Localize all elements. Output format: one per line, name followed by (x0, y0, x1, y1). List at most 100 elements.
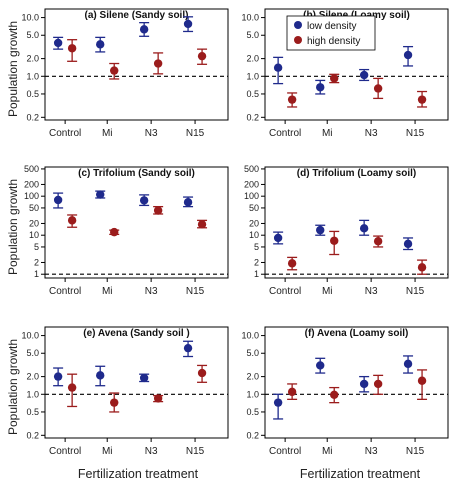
y-tick-label: 2 (34, 257, 39, 267)
x-tick-label: N15 (186, 128, 205, 139)
legend-label-high-density: high density (307, 36, 360, 47)
y-tick-label: 0.5 (26, 89, 39, 99)
data-point (273, 63, 283, 72)
data-point (373, 237, 383, 246)
data-point (330, 236, 339, 245)
y-tick-label: 0.2 (26, 112, 39, 122)
y-tick-label: 2.0 (26, 372, 39, 382)
data-point (330, 74, 339, 83)
data-point (403, 50, 413, 60)
data-point (273, 233, 283, 243)
data-point (183, 343, 193, 353)
x-tick-label: Mi (322, 128, 333, 139)
y-axis-label-top: Population growth (6, 21, 20, 117)
data-point (316, 225, 325, 235)
x-tick-label: N3 (145, 128, 158, 139)
data-point (316, 361, 325, 370)
y-tick-label: 1.0 (26, 389, 39, 399)
y-tick-label: 50 (29, 203, 39, 213)
y-tick-label: 10 (249, 230, 259, 240)
y-tick-label: 500 (24, 164, 39, 174)
x-tick-label: Control (49, 286, 81, 297)
panel-b: (b) Silene (Loamy soil) 0.2 0.5 1.0 2.0 5.0 10… (241, 8, 449, 139)
data-point (96, 371, 105, 380)
data-point (139, 25, 149, 34)
x-tick-label: N3 (145, 446, 158, 457)
y-tick-label: 2.0 (26, 54, 39, 64)
data-point (403, 239, 413, 249)
y-tick-label: 10.0 (21, 13, 39, 23)
x-tick-label: Control (269, 286, 301, 297)
data-point (53, 372, 63, 381)
y-tick-label: 1 (34, 269, 39, 279)
legend-marker-low-density (294, 21, 302, 29)
panel-title: (f) Avena (Loamy soil) (305, 328, 409, 339)
x-tick-label: N3 (365, 446, 378, 457)
data-point (197, 368, 207, 378)
legend-marker-high-density (294, 36, 302, 44)
plot-frame (264, 166, 449, 279)
y-axis-label-bottom: Population growth (6, 339, 20, 435)
y-tick-label: 1.0 (246, 71, 259, 81)
data-point (153, 59, 163, 68)
y-tick-label: 10.0 (241, 13, 259, 23)
y-tick-label: 1 (254, 269, 259, 279)
data-point (110, 398, 119, 407)
x-tick-label: N15 (186, 286, 205, 297)
y-tick-label: 100 (24, 191, 39, 201)
data-point (96, 190, 105, 199)
data-point (316, 83, 325, 92)
panel-title: (a) Silene (Sandy soil) (85, 10, 189, 21)
x-tick-label: N3 (145, 286, 158, 297)
y-tick-label: 20 (29, 218, 39, 228)
legend: low density high density (286, 15, 376, 51)
data-point (139, 196, 149, 205)
y-tick-label: 0.5 (246, 89, 259, 99)
y-tick-label: 10.0 (21, 331, 39, 341)
data-point (287, 259, 297, 268)
x-tick-label: Control (269, 446, 301, 457)
panel-c: (c) Trifolium (Sandy soil) 1 2 5 10 20 50 100 20… (24, 164, 229, 297)
x-tick-label: Mi (322, 286, 333, 297)
y-tick-label: 2.0 (246, 54, 259, 64)
data-point (67, 44, 77, 53)
x-tick-label: Mi (102, 446, 113, 457)
y-axis-label-middle: Population growth (6, 179, 20, 275)
x-tick-label: N15 (406, 286, 425, 297)
x-tick-label: N15 (186, 446, 205, 457)
data-point (373, 379, 383, 389)
y-tick-label: 1.0 (26, 71, 39, 81)
plot-frame (44, 326, 229, 439)
panel-f: (f) Avena (Loamy soil) 0.2 0.5 1.0 2.0 5.0 10.… (241, 326, 449, 457)
data-point (153, 394, 163, 403)
panels-group: (a) Silene (Sandy soil)0.20.51.02.05.010… (21, 8, 449, 457)
data-point (330, 390, 339, 399)
y-tick-label: 10.0 (241, 331, 259, 341)
panel-title: (e) Avena (Sandy soil ) (83, 328, 190, 339)
data-point (110, 227, 119, 237)
x-tick-label: N3 (365, 286, 378, 297)
x-axis-label-right: Fertilization treatment (300, 467, 421, 481)
y-tick-label: 5.0 (246, 30, 259, 40)
y-tick-label: 200 (24, 179, 39, 189)
x-tick-label: N15 (406, 446, 425, 457)
data-point (67, 383, 77, 392)
y-tick-label: 5.0 (26, 348, 39, 358)
data-point (273, 398, 283, 407)
y-tick-label: 500 (244, 164, 259, 174)
x-axis-label-left: Fertilization treatment (78, 467, 199, 481)
x-tick-label: Control (49, 446, 81, 457)
data-point (417, 263, 427, 272)
y-tick-label: 100 (244, 191, 259, 201)
x-tick-label: Control (269, 128, 301, 139)
data-point (67, 216, 77, 225)
data-point (139, 373, 149, 383)
panel-a: (a) Silene (Sandy soil) 0.2 0.5 1.0 2.0 5.0 10… (21, 8, 229, 139)
x-tick-label: Mi (322, 446, 333, 457)
y-tick-label: 200 (244, 179, 259, 189)
plot-frame (264, 8, 449, 121)
data-point (183, 198, 193, 207)
data-point (110, 66, 119, 75)
y-tick-label: 2 (254, 257, 259, 267)
